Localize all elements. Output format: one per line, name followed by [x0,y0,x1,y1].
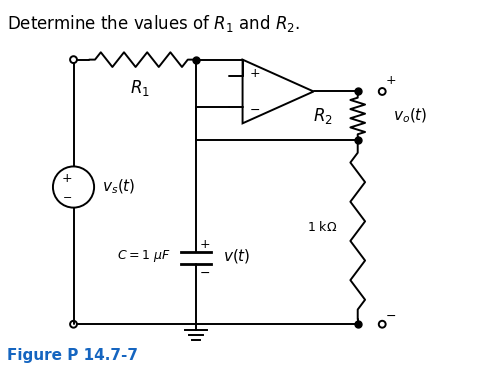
Text: $-$: $-$ [62,191,72,201]
Text: +: + [386,74,397,87]
Text: $-$: $-$ [249,103,260,116]
Text: +: + [62,172,72,185]
Text: $v_o(t)$: $v_o(t)$ [393,107,428,125]
Text: $-$: $-$ [385,309,397,322]
Text: $-$: $-$ [199,266,211,279]
Text: $v_s(t)$: $v_s(t)$ [102,178,135,196]
Text: 1 k$\Omega$: 1 k$\Omega$ [307,221,337,234]
Text: Figure P 14.7-7: Figure P 14.7-7 [7,348,138,363]
Text: Determine the values of $R_1$ and $R_2$.: Determine the values of $R_1$ and $R_2$. [7,13,300,34]
Text: $R_1$: $R_1$ [130,78,150,98]
Text: $C{=}1\ \mu F$: $C{=}1\ \mu F$ [117,248,170,264]
Text: $v(t)$: $v(t)$ [223,247,250,265]
Text: +: + [249,67,260,80]
Text: +: + [200,238,210,251]
Text: $R_2$: $R_2$ [313,106,333,126]
